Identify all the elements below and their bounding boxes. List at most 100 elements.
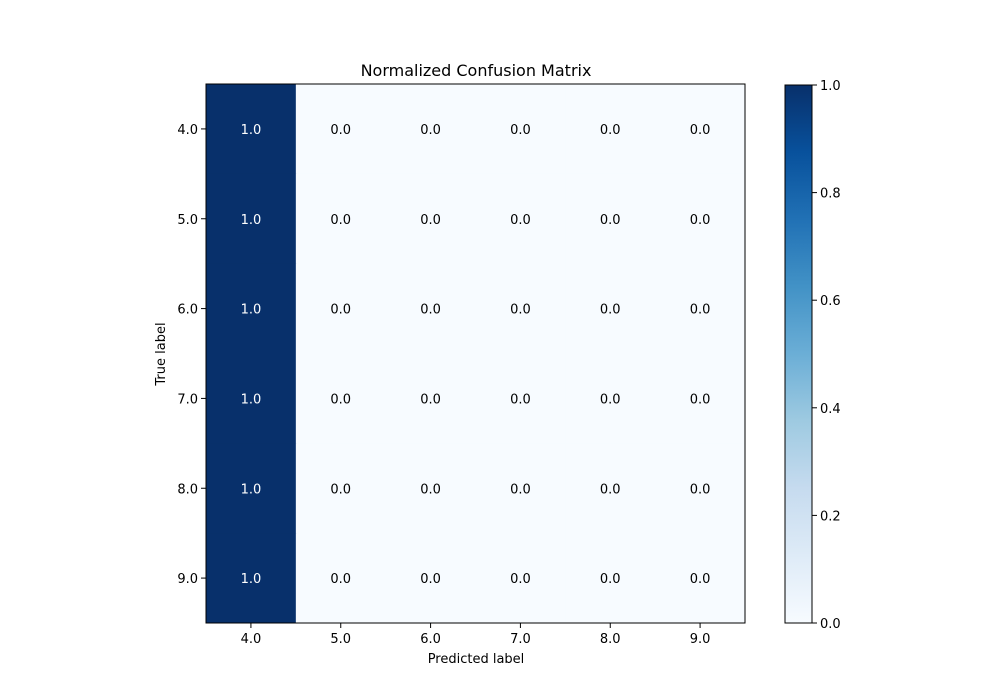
- x-tick-label: 6.0: [420, 632, 441, 647]
- cell-value-label: 0.0: [330, 392, 351, 407]
- y-tick-label: 9.0: [177, 572, 198, 587]
- heatmap-cell: [206, 173, 297, 265]
- y-tick-label: 6.0: [177, 303, 198, 318]
- cell-value-label: 0.0: [330, 572, 351, 587]
- heatmap-cell: [206, 353, 297, 444]
- cell-value-label: 0.0: [330, 213, 351, 228]
- x-tick-label: 4.0: [241, 632, 262, 647]
- cell-value-label: 0.0: [600, 303, 621, 318]
- colorbar-tick-label: 0.4: [820, 402, 841, 417]
- heatmap-cell: [475, 263, 566, 354]
- heatmap-cell: [565, 173, 656, 265]
- x-tick-label: 8.0: [600, 632, 621, 647]
- plot-frame: [205, 83, 746, 624]
- heatmap-cell: [565, 353, 656, 444]
- cell-value-label: 1.0: [241, 213, 262, 228]
- heatmap-cell: [655, 533, 746, 624]
- cell-value-label: 0.0: [690, 482, 711, 497]
- heatmap-cell: [565, 533, 656, 624]
- colorbar-tick-label: 0.0: [820, 617, 841, 632]
- y-tick-label: 8.0: [177, 482, 198, 497]
- cell-value-label: 1.0: [241, 392, 262, 407]
- heatmap-cell: [206, 443, 297, 534]
- heatmap-cell: [295, 84, 387, 175]
- colorbar-frame: [784, 84, 813, 624]
- cell-value-label: 0.0: [420, 303, 441, 318]
- colorbar-tick-label: 0.2: [820, 509, 841, 524]
- heatmap-cell: [385, 263, 476, 354]
- cell-value-label: 0.0: [690, 303, 711, 318]
- cell-value-label: 0.0: [600, 123, 621, 138]
- heatmap-cell: [475, 84, 566, 175]
- heatmap-cell: [475, 533, 566, 624]
- colorbar-ticks: 0.0 0.2 0.4 0.6 0.8 1.0: [812, 79, 841, 632]
- y-tick-label: 7.0: [177, 392, 198, 407]
- chart-title: Normalized Confusion Matrix: [361, 61, 592, 80]
- heatmap-cell: [655, 353, 746, 444]
- cell-value-label: 0.0: [600, 572, 621, 587]
- heatmap-cell: [475, 353, 566, 444]
- heatmap-cell: [295, 263, 387, 354]
- cell-value-label: 0.0: [690, 572, 711, 587]
- x-tick-label: 9.0: [690, 632, 711, 647]
- cell-value-label: 1.0: [241, 482, 262, 497]
- y-tick-label: 5.0: [177, 213, 198, 228]
- cell-value-label: 0.0: [690, 123, 711, 138]
- x-axis-label: Predicted label: [428, 652, 525, 667]
- cell-value-label: 0.0: [330, 303, 351, 318]
- cell-value-label: 0.0: [510, 482, 531, 497]
- cell-value-label: 0.0: [510, 303, 531, 318]
- heatmap-cell: [206, 263, 297, 354]
- cell-value-label: 0.0: [330, 482, 351, 497]
- heatmap-cell: [475, 173, 566, 265]
- heatmap-cell: [295, 353, 387, 444]
- colorbar-tick-label: 1.0: [820, 79, 841, 94]
- cell-value-label: 0.0: [600, 392, 621, 407]
- heatmap-cell: [655, 263, 746, 354]
- cell-value-label: 0.0: [420, 213, 441, 228]
- heatmap-cell: [295, 533, 387, 624]
- cell-value-label: 0.0: [510, 213, 531, 228]
- cell-value-label: 0.0: [420, 482, 441, 497]
- y-axis-ticks: 4.0 5.0 6.0 7.0 8.0 9.0: [177, 123, 206, 587]
- cell-value-label: 0.0: [510, 392, 531, 407]
- heatmap-cell: [655, 84, 746, 175]
- cell-value-label: 0.0: [690, 213, 711, 228]
- cell-value-label: 0.0: [510, 123, 531, 138]
- heatmap-cell-labels: 1.0 0.0 0.0 0.0 0.0 0.0 1.0 0.0 0.0 0.0 0.0 0.0 1.0 0…: [241, 123, 711, 587]
- heatmap-cell: [295, 443, 387, 534]
- cell-value-label: 0.0: [330, 123, 351, 138]
- heatmap-cell: [206, 84, 297, 175]
- heatmap-cell: [206, 533, 297, 624]
- heatmap-cell: [655, 443, 746, 534]
- cell-value-label: 1.0: [241, 303, 262, 318]
- cell-value-label: 1.0: [241, 572, 262, 587]
- y-axis-label: True label: [154, 322, 169, 386]
- heatmap-cell: [385, 173, 476, 265]
- heatmap-cells: [206, 84, 746, 624]
- heatmap-cell: [385, 443, 476, 534]
- heatmap-cell: [565, 263, 656, 354]
- cell-value-label: 0.0: [420, 572, 441, 587]
- cell-value-label: 0.0: [600, 482, 621, 497]
- heatmap-cell: [295, 173, 387, 265]
- x-tick-label: 5.0: [330, 632, 351, 647]
- cell-value-label: 0.0: [510, 572, 531, 587]
- x-tick-label: 7.0: [510, 632, 531, 647]
- cell-value-label: 0.0: [690, 392, 711, 407]
- x-axis-ticks: 4.0 5.0 6.0 7.0 8.0 9.0: [241, 623, 711, 647]
- heatmap-cell: [385, 84, 476, 175]
- colorbar-tick-label: 0.8: [820, 187, 841, 202]
- y-tick-label: 4.0: [177, 123, 198, 138]
- heatmap-cell: [565, 84, 656, 175]
- heatmap-cell: [385, 353, 476, 444]
- heatmap-cell: [385, 533, 476, 624]
- cell-value-label: 0.0: [420, 392, 441, 407]
- cell-value-label: 0.0: [420, 123, 441, 138]
- colorbar-gradient: [785, 85, 812, 623]
- heatmap-cell: [565, 443, 656, 534]
- cell-value-label: 1.0: [241, 123, 262, 138]
- cell-value-label: 0.0: [600, 213, 621, 228]
- colorbar-tick-label: 0.6: [820, 294, 841, 309]
